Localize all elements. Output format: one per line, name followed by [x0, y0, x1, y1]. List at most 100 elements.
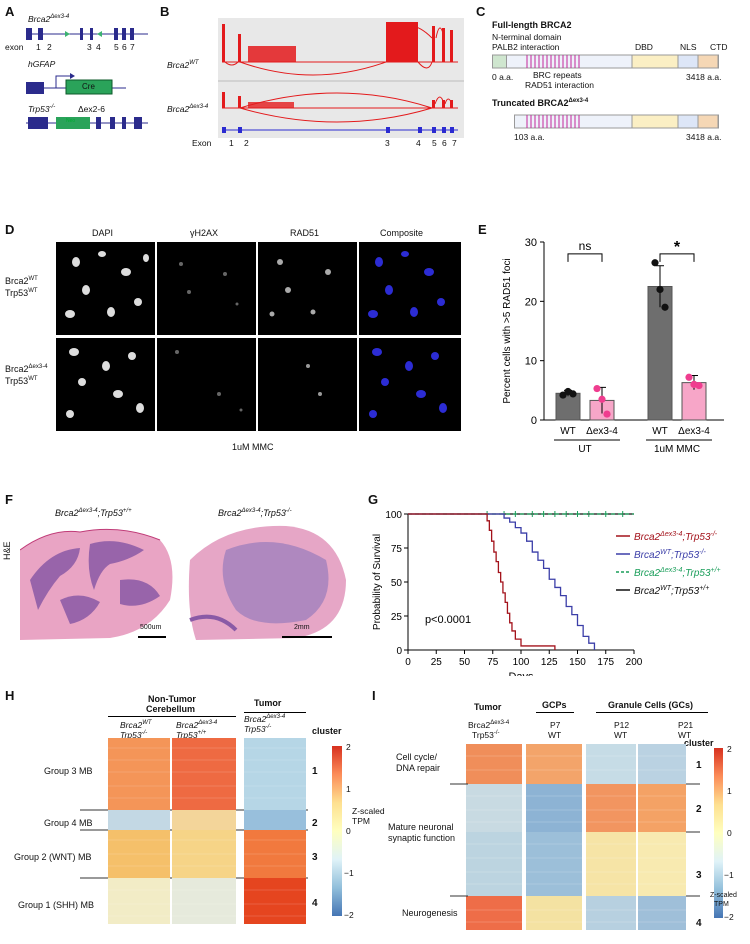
scale-bar-500um: 500um	[140, 624, 162, 631]
col-label-composite: Composite	[380, 228, 424, 238]
e-ytick-label: 10	[525, 356, 537, 368]
g-xtick-label: 150	[569, 657, 586, 668]
i-colorbar-label-1: Z-scaled	[710, 892, 737, 899]
h-row-group3: Group 3 MB	[44, 766, 93, 776]
micrograph-rad51-wt	[258, 242, 357, 335]
panel-label-i: I	[372, 688, 376, 703]
e-data-point	[569, 390, 577, 398]
sashimi-plot	[218, 18, 464, 138]
i-header-tumor: Tumor	[474, 702, 502, 712]
full-start-label: 0 a.a.	[492, 72, 514, 82]
h-col1-line1: Brca2WT	[120, 720, 152, 730]
g-pvalue: p<0.0001	[425, 614, 471, 626]
exon-number-6: 6	[122, 42, 127, 52]
e-category-label: Δex3-4	[586, 426, 618, 437]
g-xtick-label: 50	[459, 657, 471, 668]
g-xtick-label: 125	[541, 657, 558, 668]
dbd-label: DBD	[635, 42, 653, 52]
trp53-deletion-label: Δex2-6	[78, 104, 105, 114]
e-category-label: Δex3-4	[678, 426, 710, 437]
i-cluster-header: cluster	[684, 738, 714, 748]
i-col4-line1: P21	[678, 720, 694, 730]
histology-image-tumor: 2mm	[186, 520, 348, 642]
g-legend-label: Brca2WT;Trp53+/+	[634, 585, 709, 597]
micrograph-gh2ax-mut	[157, 338, 256, 431]
i-colorbar-tick-neg2: −2	[724, 912, 734, 922]
heatmap-h	[108, 738, 306, 924]
exon-axis-label: Exon	[192, 138, 212, 148]
h-colorbar-tick-neg1: −1	[344, 868, 354, 878]
g-xlabel: Days	[508, 671, 534, 676]
micrograph-rad51-mut	[258, 338, 357, 431]
e-data-point	[685, 373, 693, 381]
g-xtick-label: 200	[626, 657, 643, 668]
row1-label-brca2: Brca2WT	[5, 276, 38, 286]
i-header-rule-1	[536, 712, 574, 713]
i-cluster-2: 2	[696, 804, 702, 815]
col-label-gh2ax: γH2AX	[190, 228, 219, 238]
h-header-rule-2	[244, 712, 306, 713]
h-col2-line2: Trp53+/+	[176, 730, 207, 740]
h-colorbar-tick-1: 1	[346, 784, 351, 794]
rad51-interaction-label: RAD51 interaction	[525, 80, 594, 90]
h-colorbar-label-2: TPM	[352, 816, 370, 826]
e-sig-bracket	[567, 253, 603, 262]
e-ylabel: Percent cells with >5 RAD51 foci	[502, 258, 513, 403]
e-data-point	[598, 395, 606, 403]
exon-number-4: 4	[96, 42, 101, 52]
e-sig-ns: ns	[579, 239, 592, 253]
scale-bar-line-2	[282, 636, 332, 638]
i-colorbar-tick-0: 0	[727, 828, 732, 838]
e-category-label: WT	[560, 426, 576, 437]
g-ytick-label: 25	[391, 612, 403, 623]
g-xtick-label: 0	[405, 657, 411, 668]
exon-axis-number-6: 6	[442, 138, 447, 148]
e-sig-star: *	[674, 239, 681, 256]
exon-axis-number-4: 4	[416, 138, 421, 148]
panel-label-c: C	[476, 4, 486, 19]
i-colorbar	[714, 748, 723, 918]
h-row-group2: Group 2 (WNT) MB	[14, 852, 92, 862]
i-row-cellcycle-1: Cell cycle/	[396, 752, 438, 762]
h-col3-line1: Brca2Δex3-4	[244, 714, 286, 724]
histology-label-1: Brca2Δex3-4;Trp53+/+	[55, 508, 132, 518]
g-legend-label: Brca2Δex3-4;Trp53+/+	[634, 567, 721, 579]
g-xtick-label: 175	[597, 657, 614, 668]
h-cluster-2: 2	[312, 818, 318, 829]
h-header-rule-1	[108, 716, 236, 717]
g-series-line	[408, 513, 556, 650]
h-colorbar-label-1: Z-scaled	[352, 806, 385, 816]
panel-label-a: A	[5, 4, 15, 19]
h-colorbar-tick-neg2: −2	[344, 910, 354, 920]
e-data-point	[661, 303, 669, 311]
h-cluster-header: cluster	[312, 726, 342, 736]
micrograph-composite-wt	[359, 242, 461, 335]
exon-axis-number-1: 1	[229, 138, 234, 148]
micrograph-gh2ax-wt	[157, 242, 256, 335]
e-data-point	[593, 384, 601, 393]
g-legend-label: Brca2Δex3-4;Trp53-/-	[634, 531, 718, 543]
i-col4-line2: WT	[678, 730, 692, 740]
panel-label-h: H	[5, 688, 15, 703]
h-row-group4: Group 4 MB	[44, 818, 93, 828]
i-colorbar-label-2: TPM	[714, 901, 729, 908]
h-header-nontumor: Non-Tumor	[148, 694, 196, 704]
e-group-label-mmc: 1uM MMC	[654, 444, 700, 455]
truncated-start-label: 103 a.a.	[514, 132, 545, 142]
e-ytick-label: 20	[525, 296, 537, 308]
histology-image-control: 500um	[20, 520, 180, 642]
h-col3-line2: Trp53-/-	[244, 724, 272, 734]
panel-label-e: E	[478, 222, 487, 237]
row2-label-brca2: Brca2Δex3-4	[5, 364, 48, 374]
i-row-neurogenesis: Neurogenesis	[402, 908, 458, 918]
micrograph-dapi-mut	[56, 338, 155, 431]
h-col2-line1: Brca2Δex3-4	[176, 720, 218, 730]
h-cluster-3: 3	[312, 852, 318, 863]
e-group-label-ut: UT	[578, 444, 591, 455]
full-length-domain-bar	[492, 54, 719, 69]
track-wt-label: Brca2WT	[167, 60, 199, 70]
micrograph-dapi-wt	[56, 242, 155, 335]
brca2-allele-label: Brca2Δex3-4	[28, 14, 70, 24]
h-cluster-4: 4	[312, 898, 318, 909]
exon-number-5: 5	[114, 42, 119, 52]
